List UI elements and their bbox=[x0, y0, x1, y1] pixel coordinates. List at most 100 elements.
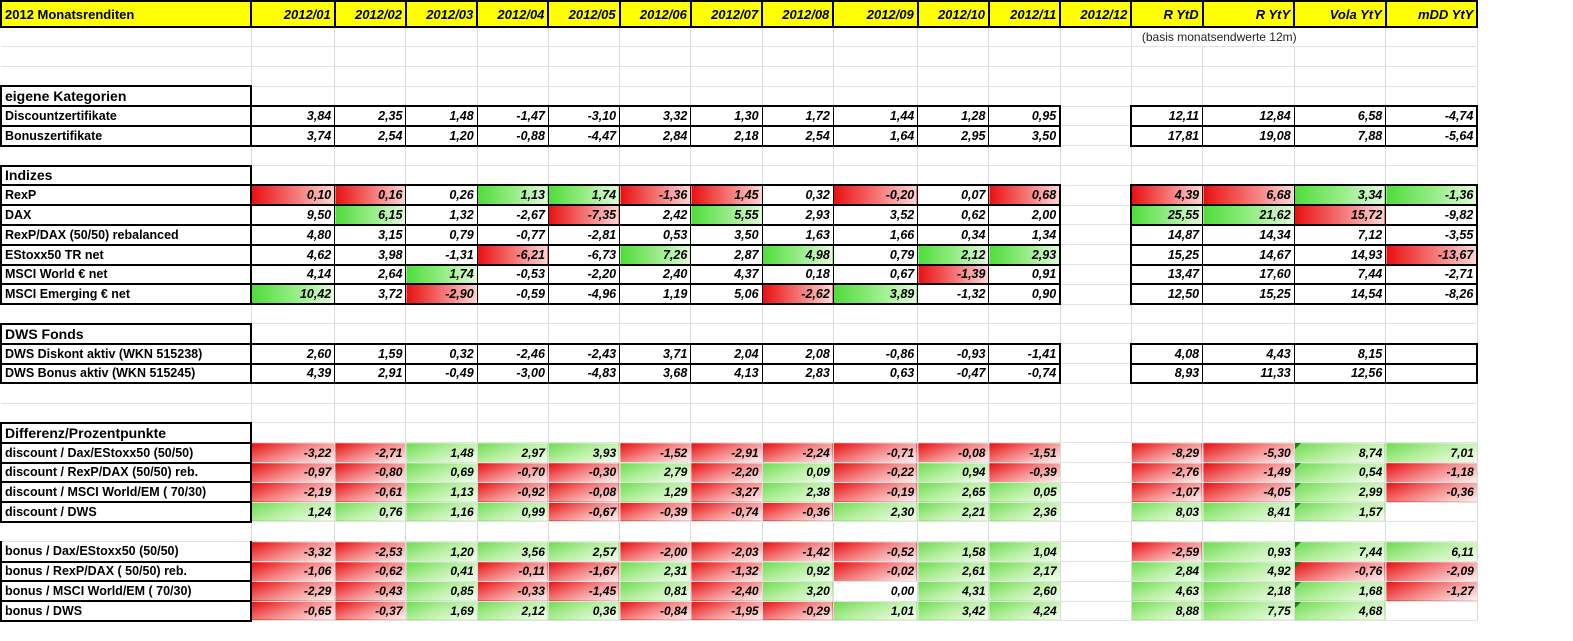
row-label[interactable]: DWS Bonus aktiv (WKN 515245) bbox=[0, 363, 253, 385]
value-cell[interactable]: -0,29 bbox=[762, 601, 834, 622]
empty-cell[interactable] bbox=[619, 422, 692, 444]
value-cell[interactable] bbox=[1060, 185, 1132, 206]
empty-cell[interactable] bbox=[988, 403, 1061, 424]
section-title[interactable]: Indizes bbox=[0, 164, 253, 187]
value-cell[interactable]: 7,12 bbox=[1293, 223, 1387, 246]
empty-cell[interactable] bbox=[1385, 165, 1478, 186]
value-cell[interactable]: 2,00 bbox=[988, 204, 1062, 226]
empty-cell[interactable] bbox=[548, 422, 621, 444]
value-cell[interactable]: 2,84 bbox=[1131, 561, 1204, 582]
row-label[interactable]: bonus / RexP/DAX ( 50/50) reb. bbox=[0, 561, 253, 583]
value-cell[interactable]: -2,20 bbox=[547, 263, 621, 286]
value-cell[interactable]: 3,20 bbox=[762, 581, 834, 602]
value-cell[interactable]: -0,97 bbox=[251, 462, 336, 483]
value-cell[interactable]: -1,95 bbox=[690, 601, 763, 622]
value-cell[interactable]: 3,32 bbox=[619, 105, 692, 127]
row-label[interactable]: bonus / MSCI World/EM ( 70/30) bbox=[0, 581, 253, 603]
value-cell[interactable]: -2,00 bbox=[619, 541, 692, 563]
empty-cell[interactable] bbox=[690, 145, 763, 167]
empty-cell[interactable] bbox=[1294, 66, 1387, 87]
row-label[interactable]: bonus / Dax/EStoxx50 (50/50) bbox=[0, 541, 253, 563]
empty-cell[interactable] bbox=[1, 304, 252, 325]
value-cell[interactable]: 8,41 bbox=[1202, 502, 1295, 523]
empty-cell[interactable] bbox=[1, 403, 252, 424]
value-cell[interactable]: -2,53 bbox=[334, 541, 407, 563]
value-cell[interactable]: 1,68 bbox=[1294, 581, 1387, 602]
empty-cell[interactable] bbox=[917, 145, 990, 167]
column-header[interactable]: 2012/09 bbox=[832, 0, 919, 28]
empty-cell[interactable] bbox=[405, 383, 478, 404]
value-cell[interactable]: 0,05 bbox=[988, 482, 1061, 503]
row-label[interactable]: MSCI World € net bbox=[0, 264, 253, 286]
value-cell[interactable]: -0,08 bbox=[917, 442, 990, 464]
value-cell[interactable]: -1,32 bbox=[690, 561, 763, 582]
value-cell[interactable]: 2,83 bbox=[761, 362, 834, 385]
empty-cell[interactable] bbox=[1202, 66, 1295, 87]
value-cell[interactable] bbox=[1060, 561, 1132, 582]
value-cell[interactable] bbox=[1060, 244, 1132, 266]
value-cell[interactable]: 1,57 bbox=[1294, 502, 1387, 523]
value-cell[interactable]: -0,76 bbox=[1294, 561, 1387, 582]
column-header[interactable]: mDD YtY bbox=[1384, 0, 1479, 28]
value-cell[interactable]: -3,10 bbox=[547, 105, 621, 127]
value-cell[interactable]: 2,93 bbox=[988, 243, 1062, 266]
empty-cell[interactable] bbox=[251, 521, 336, 543]
value-cell[interactable]: -2,09 bbox=[1385, 561, 1478, 582]
value-cell[interactable]: -1,18 bbox=[1385, 462, 1478, 483]
empty-cell[interactable] bbox=[548, 403, 621, 424]
value-cell[interactable]: 2,40 bbox=[619, 263, 692, 286]
value-cell[interactable] bbox=[1385, 601, 1478, 622]
empty-cell[interactable] bbox=[1294, 422, 1387, 444]
value-cell[interactable] bbox=[1385, 342, 1479, 365]
value-cell[interactable]: -0,02 bbox=[833, 561, 919, 582]
empty-cell[interactable] bbox=[251, 86, 336, 107]
empty-cell[interactable] bbox=[988, 86, 1061, 107]
value-cell[interactable]: 0,81 bbox=[619, 581, 692, 602]
empty-cell[interactable] bbox=[1060, 521, 1132, 543]
value-cell[interactable]: -0,20 bbox=[832, 184, 919, 207]
value-cell[interactable]: -1,47 bbox=[476, 105, 549, 127]
value-cell[interactable]: -0,49 bbox=[405, 362, 478, 385]
value-cell[interactable]: -0,71 bbox=[833, 442, 919, 464]
column-header[interactable]: 2012/12 bbox=[1059, 0, 1133, 28]
value-cell[interactable]: 2,12 bbox=[477, 601, 549, 622]
value-cell[interactable]: 13,47 bbox=[1130, 263, 1204, 286]
value-cell[interactable]: 25,55 bbox=[1130, 204, 1204, 226]
empty-cell[interactable] bbox=[1202, 165, 1295, 186]
empty-cell[interactable] bbox=[619, 165, 692, 186]
value-cell[interactable]: -0,84 bbox=[619, 601, 692, 622]
value-cell[interactable]: 14,34 bbox=[1202, 223, 1295, 246]
value-cell[interactable]: 7,44 bbox=[1294, 541, 1387, 563]
empty-cell[interactable] bbox=[405, 422, 478, 444]
empty-cell[interactable] bbox=[833, 145, 919, 167]
value-cell[interactable]: 2,95 bbox=[917, 124, 990, 147]
value-cell[interactable]: 3,34 bbox=[1293, 184, 1387, 207]
value-cell[interactable]: 0,95 bbox=[988, 105, 1062, 127]
value-cell[interactable]: 7,26 bbox=[619, 243, 692, 266]
value-cell[interactable]: 4,68 bbox=[1294, 601, 1387, 622]
value-cell[interactable]: -2,91 bbox=[690, 442, 763, 464]
value-cell[interactable]: 2,99 bbox=[1294, 482, 1387, 503]
value-cell[interactable]: 8,15 bbox=[1293, 342, 1387, 365]
value-cell[interactable]: 2,08 bbox=[761, 342, 834, 365]
value-cell[interactable]: 0,18 bbox=[761, 263, 834, 286]
empty-cell[interactable] bbox=[690, 165, 763, 186]
value-cell[interactable]: 3,93 bbox=[548, 442, 621, 464]
empty-cell[interactable] bbox=[1202, 145, 1295, 167]
empty-cell[interactable] bbox=[1202, 304, 1295, 325]
value-cell[interactable]: -1,52 bbox=[619, 442, 692, 464]
value-cell[interactable]: 4,62 bbox=[250, 243, 336, 266]
row-label[interactable]: MSCI Emerging € net bbox=[0, 284, 253, 306]
empty-cell[interactable] bbox=[762, 422, 834, 444]
empty-cell[interactable] bbox=[477, 66, 549, 87]
value-cell[interactable]: 5,55 bbox=[690, 204, 763, 226]
empty-cell[interactable] bbox=[833, 304, 919, 325]
row-label[interactable]: discount / DWS bbox=[0, 502, 253, 523]
value-cell[interactable]: 2,54 bbox=[334, 124, 407, 147]
empty-cell[interactable] bbox=[548, 66, 621, 87]
empty-cell[interactable] bbox=[762, 86, 834, 107]
empty-cell[interactable] bbox=[988, 323, 1061, 345]
row-label[interactable]: discount / MSCI World/EM ( 70/30) bbox=[0, 482, 253, 504]
value-cell[interactable]: 14,67 bbox=[1202, 243, 1295, 266]
empty-cell[interactable] bbox=[690, 383, 763, 404]
